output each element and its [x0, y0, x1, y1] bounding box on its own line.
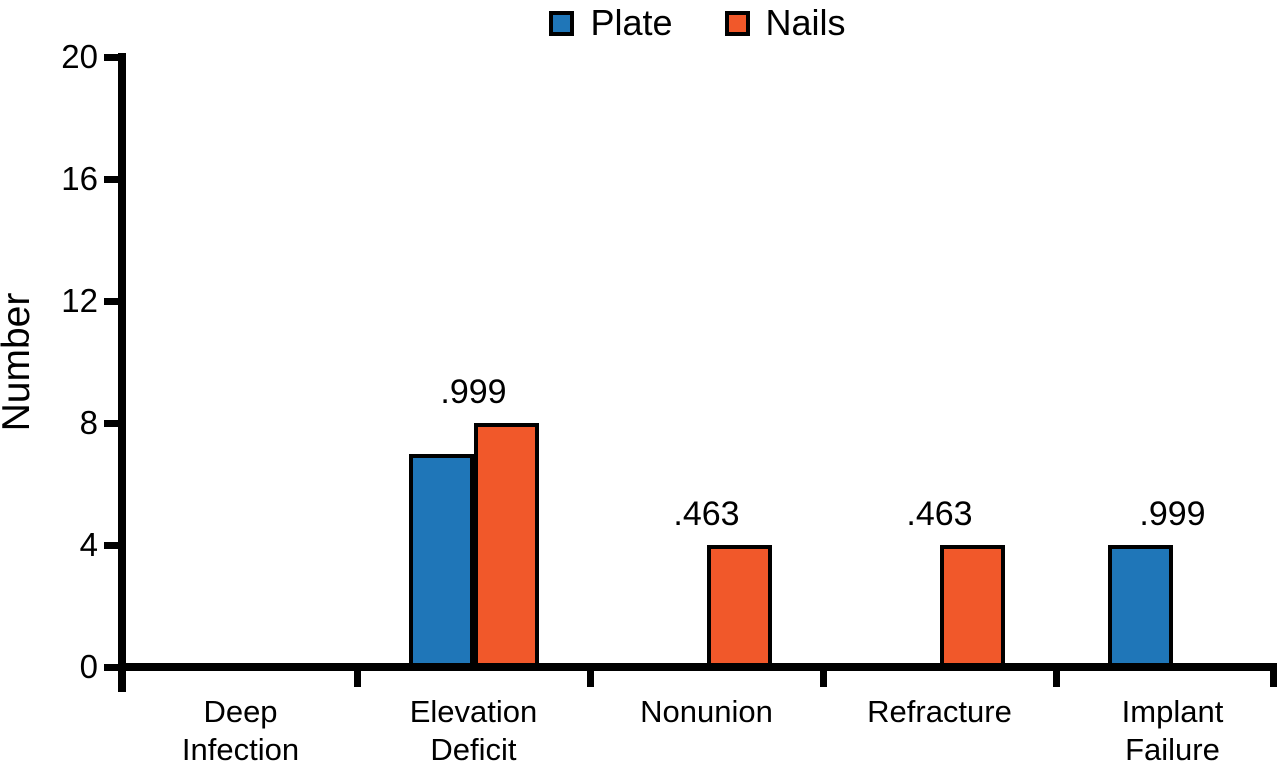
p-value-annotation: .463 — [673, 495, 740, 533]
legend: Plate Nails — [122, 2, 1273, 44]
x-tick — [353, 669, 361, 687]
bar-plate-implant-failure — [1107, 545, 1173, 667]
y-tick-label: 0 — [79, 648, 98, 685]
y-tick-label: 12 — [61, 282, 98, 319]
y-tick-label: 16 — [61, 160, 98, 197]
legend-item-nails: Nails — [724, 2, 846, 44]
y-tick-label: 20 — [61, 38, 98, 75]
y-tick — [104, 541, 122, 549]
legend-item-plate: Plate — [549, 2, 673, 44]
p-value-annotation: .463 — [906, 495, 973, 533]
p-value-annotation: .999 — [1139, 495, 1206, 533]
x-tick-end — [1270, 669, 1277, 687]
y-tick — [104, 663, 122, 671]
x-category-label: Nonunion — [587, 693, 827, 731]
x-category-label-line: Nonunion — [640, 694, 773, 729]
y-tick-label: 4 — [79, 526, 98, 563]
x-tick — [1052, 669, 1060, 687]
x-category-label-line: Infection — [181, 732, 300, 767]
y-tick — [104, 297, 122, 305]
y-tick — [104, 53, 122, 61]
y-axis-title: Number — [0, 292, 38, 432]
legend-label-nails: Nails — [765, 2, 846, 43]
legend-swatch-nails — [724, 10, 750, 36]
x-tick — [819, 669, 827, 687]
y-tick — [104, 175, 122, 183]
x-category-label: Refracture — [820, 693, 1060, 731]
x-category-label-line: Implant — [1121, 694, 1224, 729]
x-category-label-line: Elevation — [409, 694, 538, 729]
x-axis-line — [118, 663, 1277, 671]
legend-swatch-plate — [549, 10, 575, 36]
bar-nails-elevation-deficit — [473, 423, 539, 667]
bar-plate-elevation-deficit — [408, 453, 474, 667]
x-category-label-line: Deep — [203, 694, 278, 729]
x-category-label-line: Refracture — [867, 694, 1012, 729]
bar-nails-refracture — [939, 545, 1005, 667]
x-tick — [586, 669, 594, 687]
x-category-label-line: Deficit — [430, 732, 517, 767]
p-value-annotation: .999 — [440, 373, 507, 411]
y-axis-line — [118, 53, 126, 692]
y-tick-label: 8 — [79, 404, 98, 441]
x-category-label: Deep Infection — [121, 693, 361, 768]
legend-label-plate: Plate — [590, 2, 673, 43]
x-category-label-line: Failure — [1125, 732, 1220, 767]
bar-nails-nonunion — [706, 545, 772, 667]
y-tick — [104, 419, 122, 427]
x-category-label: Elevation Deficit — [354, 693, 594, 768]
x-category-label: Implant Failure — [1053, 693, 1280, 768]
